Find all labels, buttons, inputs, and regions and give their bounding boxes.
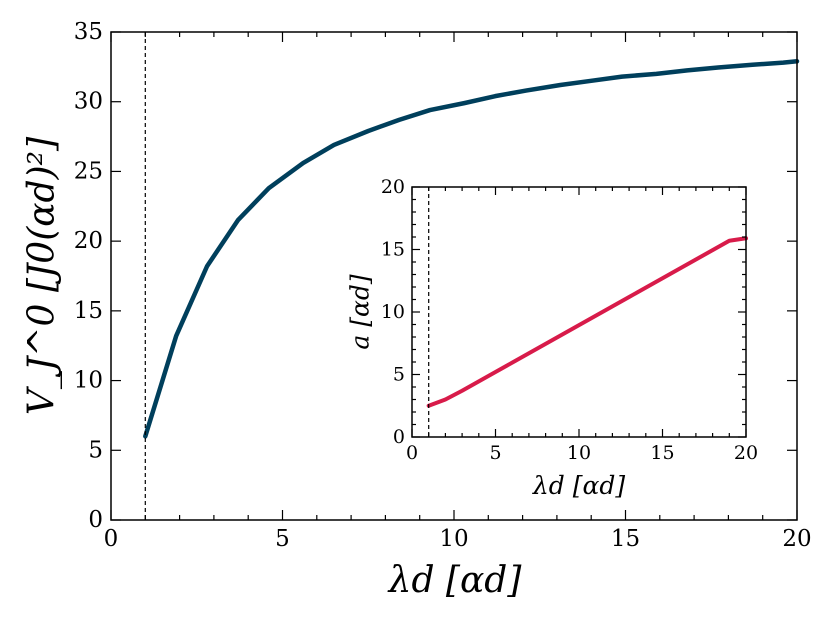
main-x-axis-title: λd [αd] xyxy=(387,560,523,601)
main-series-line-0 xyxy=(143,59,800,439)
main-y-tick-label: 30 xyxy=(74,89,103,115)
inset-x-tick-label: 20 xyxy=(734,442,758,464)
main-y-tick-label: 15 xyxy=(74,298,103,324)
main-plot: 0 5 10 15 20 0 5 10 15 20 25 30 35 λd [αd] V_J^0 [J0(α… xyxy=(22,19,812,601)
main-y-axis-title: V_J^0 [J0(αd)²] xyxy=(22,136,63,415)
main-x-tick-label: 15 xyxy=(611,526,640,552)
inset-y-tick-label: 5 xyxy=(393,364,405,386)
inset-y-tick-label: 20 xyxy=(381,176,405,198)
inset-y-tick-label: 0 xyxy=(393,426,405,448)
inset-plot: 0 5 10 15 20 0 5 10 15 20 λd [αd] a [αd] xyxy=(346,176,759,500)
main-y-tick-label: 35 xyxy=(74,19,103,45)
main-x-tick-label: 0 xyxy=(104,526,119,552)
main-x-tick-label: 5 xyxy=(275,526,290,552)
inset-x-axis-title: λd [αd] xyxy=(532,471,625,500)
main-y-tick-label: 0 xyxy=(88,507,103,533)
inset-series-line-0 xyxy=(426,236,748,408)
inset-y-tick-label: 15 xyxy=(381,239,405,261)
main-y-tick-label: 25 xyxy=(74,158,103,184)
inset-y-axis-title: a [αd] xyxy=(346,274,375,349)
inset-x-tick-label: 15 xyxy=(650,442,674,464)
main-x-tick-label: 10 xyxy=(439,526,468,552)
main-x-tick-label: 20 xyxy=(782,526,811,552)
inset-y-tick-label: 10 xyxy=(381,301,405,323)
main-y-tick-label: 20 xyxy=(74,228,103,254)
inset-x-tick-label: 5 xyxy=(489,442,501,464)
inset-background xyxy=(412,187,746,437)
main-y-tick-label: 5 xyxy=(88,437,103,463)
inset-x-tick-label: 10 xyxy=(567,442,591,464)
inset-x-tick-label: 0 xyxy=(406,442,418,464)
main-y-tick-label: 10 xyxy=(74,368,103,394)
